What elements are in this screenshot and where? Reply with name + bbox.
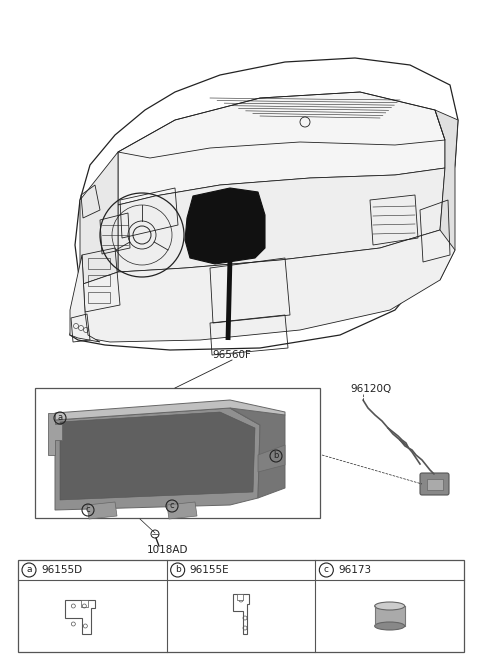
Text: c: c (324, 565, 329, 575)
Polygon shape (48, 413, 62, 455)
Text: b: b (175, 565, 180, 575)
Polygon shape (118, 92, 445, 205)
Polygon shape (258, 445, 285, 472)
Ellipse shape (375, 602, 405, 610)
Polygon shape (55, 408, 260, 510)
Polygon shape (222, 244, 237, 256)
Polygon shape (60, 412, 255, 500)
FancyBboxPatch shape (375, 606, 405, 626)
Polygon shape (70, 255, 100, 342)
FancyBboxPatch shape (420, 473, 449, 495)
Polygon shape (55, 400, 285, 425)
Polygon shape (230, 408, 285, 498)
Polygon shape (81, 600, 88, 607)
Text: 96155D: 96155D (41, 565, 82, 575)
Polygon shape (185, 188, 265, 264)
Text: c: c (86, 506, 90, 514)
Polygon shape (80, 152, 118, 285)
Text: a: a (26, 565, 32, 575)
Text: a: a (58, 413, 62, 422)
Polygon shape (167, 502, 197, 519)
Text: 1018AD: 1018AD (147, 545, 189, 555)
Polygon shape (435, 110, 458, 280)
Polygon shape (237, 594, 243, 600)
Polygon shape (87, 502, 117, 519)
FancyBboxPatch shape (427, 478, 443, 489)
Polygon shape (118, 168, 445, 272)
Text: 96155E: 96155E (190, 565, 229, 575)
Polygon shape (70, 230, 455, 342)
Ellipse shape (375, 622, 405, 630)
Text: c: c (170, 501, 174, 510)
Text: 96173: 96173 (338, 565, 372, 575)
Text: b: b (273, 451, 279, 461)
Text: 96120Q: 96120Q (350, 384, 391, 394)
Text: 96560F: 96560F (213, 350, 252, 360)
